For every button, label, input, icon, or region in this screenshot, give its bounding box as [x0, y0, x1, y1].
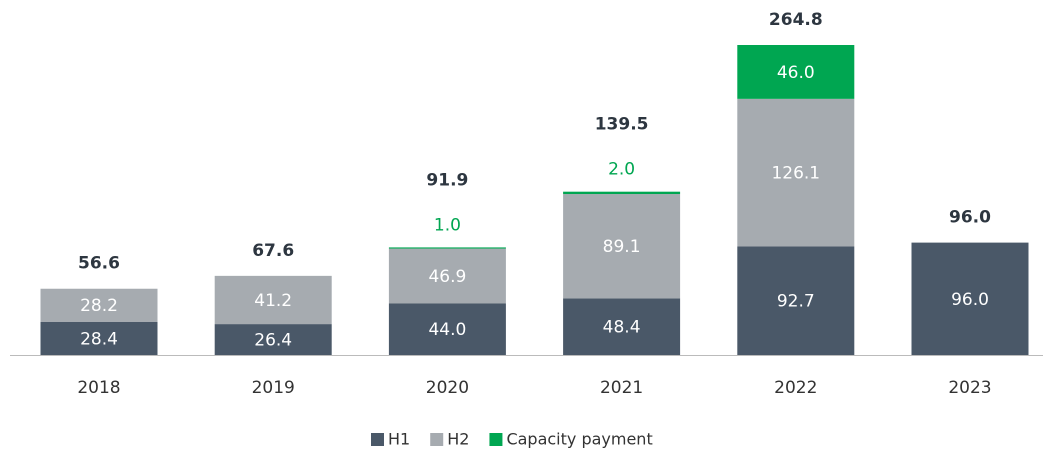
- legend-swatch: [371, 433, 384, 446]
- value-label: 96.0: [951, 290, 989, 310]
- bar-segment: [737, 98, 855, 247]
- value-label: 26.4: [254, 331, 292, 351]
- value-label: 1.0: [434, 215, 461, 235]
- x-tick-label: 2018: [77, 378, 120, 398]
- bar-segment: [388, 247, 506, 249]
- total-label: 91.9: [426, 170, 468, 190]
- value-label: 46.0: [777, 63, 815, 83]
- bar-segment: [737, 45, 855, 99]
- value-label: 89.1: [603, 237, 641, 257]
- value-label: 126.1: [771, 164, 820, 184]
- value-label: 44.0: [428, 320, 466, 340]
- value-label: 2.0: [608, 160, 635, 180]
- total-label: 56.6: [78, 254, 120, 274]
- value-label: 41.2: [254, 291, 292, 311]
- legend-label: Capacity payment: [506, 430, 652, 449]
- bar-segment: [388, 248, 506, 304]
- bar-segment: [40, 321, 158, 355]
- total-label: 264.8: [769, 10, 823, 30]
- bar-segment: [563, 298, 681, 355]
- legend-swatch: [489, 433, 503, 446]
- bar-segment: [737, 246, 855, 355]
- x-tick-label: 2022: [774, 378, 817, 398]
- x-tick-label: 2020: [426, 378, 469, 398]
- value-label: 28.4: [80, 329, 118, 349]
- bar-segment: [40, 288, 158, 322]
- total-label: 139.5: [595, 115, 649, 135]
- bar-segment: [388, 303, 506, 355]
- value-label: 46.9: [428, 267, 466, 287]
- value-label: 48.4: [603, 318, 641, 338]
- bar-segment: [563, 191, 681, 195]
- x-tick-label: 2021: [600, 378, 643, 398]
- legend-swatch: [430, 433, 444, 446]
- legend-label: H2: [447, 430, 469, 449]
- legend-label: H1: [388, 430, 410, 449]
- total-label: 67.6: [252, 241, 294, 261]
- bar-segment: [563, 194, 681, 299]
- total-label: 96.0: [949, 208, 991, 228]
- bar-segment: [214, 275, 332, 325]
- x-tick-label: 2019: [252, 378, 295, 398]
- bar-segment: [214, 324, 332, 355]
- bar-segment: [911, 242, 1029, 355]
- value-label: 28.2: [80, 296, 118, 316]
- x-tick-label: 2023: [948, 378, 991, 398]
- value-label: 92.7: [777, 292, 815, 312]
